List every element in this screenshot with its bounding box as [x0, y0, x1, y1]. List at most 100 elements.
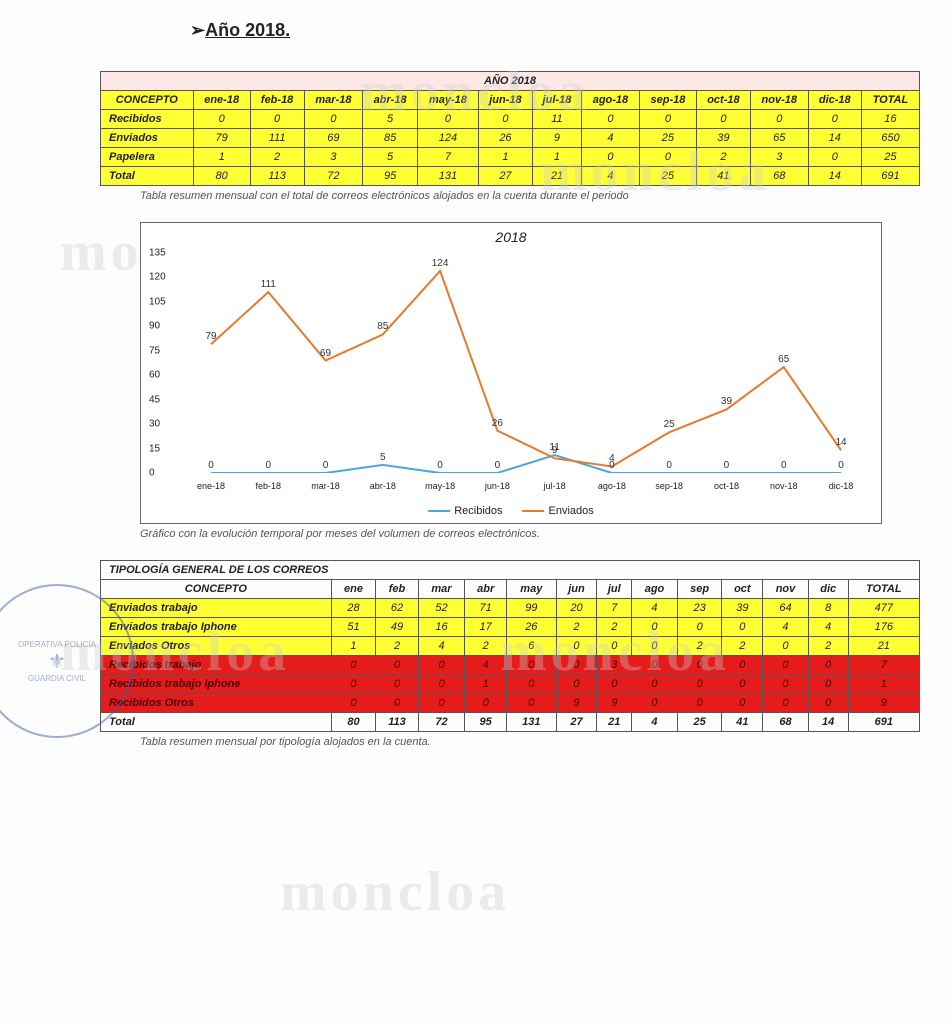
chart-point-label: 9: [552, 445, 558, 456]
table1-col: dic-18: [808, 91, 861, 110]
chart-point-label: 124: [432, 258, 449, 269]
table2-col: TOTAL: [848, 580, 919, 599]
table1-col: TOTAL: [861, 91, 919, 110]
chart-y-tick: 0: [149, 468, 155, 479]
table2-col: ene: [331, 580, 376, 599]
summary-table-2018: AÑO 2018 CONCEPTOene-18feb-18mar-18abr-1…: [100, 71, 920, 186]
stamp-line2: GUARDIA CIVIL: [0, 674, 132, 683]
table2-col: sep: [677, 580, 722, 599]
table1-col: ago-18: [582, 91, 640, 110]
chart-x-tick: may-18: [425, 481, 455, 491]
table2-col: jun: [556, 580, 597, 599]
legend-enviados: Enviados: [523, 505, 594, 517]
chart-x-tick: nov-18: [770, 481, 798, 491]
table-row: Enviados Otros12426000220221: [101, 637, 920, 656]
chart-point-label: 111: [261, 279, 276, 290]
chart-x-tick: ago-18: [598, 481, 626, 491]
chart-x-tick: oct-18: [714, 481, 739, 491]
table1-col: may-18: [417, 91, 478, 110]
stamp-line1: OPERATIVA POLICÍA: [0, 640, 132, 649]
legend-recibidos: Recibidos: [428, 505, 502, 517]
chart-x-tick: sep-18: [655, 481, 683, 491]
chart-point-label: 0: [838, 460, 844, 471]
table1-caption: Tabla resumen mensual con el total de co…: [140, 190, 932, 202]
chart-y-tick: 15: [149, 443, 160, 454]
table-row: Total8011372951312721425416814691: [101, 167, 920, 186]
table1-col: jun-18: [479, 91, 533, 110]
table-row: Recibidos000500110000016: [101, 110, 920, 129]
table-row: Recibidos Otros0000099000009: [101, 694, 920, 713]
chart-x-tick: dic-18: [829, 481, 854, 491]
chart-point-label: 0: [495, 460, 501, 471]
chart-y-tick: 90: [149, 321, 160, 332]
table-row: Enviados trabajo286252719920742339648477: [101, 599, 920, 618]
chart-caption: Gráfico con la evolución temporal por me…: [140, 528, 932, 540]
table-row: Enviados trabajo Iphone51491617262200044…: [101, 618, 920, 637]
table1-col: jul-18: [532, 91, 581, 110]
chart-x-tick: abr-18: [370, 481, 396, 491]
chart-y-tick: 30: [149, 419, 160, 430]
table2-col: dic: [808, 580, 848, 599]
chart-point-label: 26: [492, 417, 503, 428]
chart-point-label: 4: [609, 453, 615, 464]
chart-y-tick: 75: [149, 345, 160, 356]
chart-point-label: 0: [323, 460, 329, 471]
table1-col: mar-18: [304, 91, 363, 110]
table2-col: abr: [465, 580, 507, 599]
chart-y-tick: 120: [149, 272, 166, 283]
chart-point-label: 5: [380, 452, 386, 463]
chart-y-tick: 60: [149, 370, 160, 381]
table-row: Enviados791116985124269425396514650: [101, 129, 920, 148]
table1-col: feb-18: [250, 91, 304, 110]
chart-point-label: 25: [664, 419, 675, 430]
line-chart-2018: 2018 0153045607590105120135 ene-18feb-18…: [140, 222, 882, 524]
table1-col: sep-18: [639, 91, 696, 110]
typology-table: TIPOLOGÍA GENERAL DE LOS CORREOS CONCEPT…: [100, 560, 920, 732]
chart-point-label: 0: [724, 460, 730, 471]
chart-point-label: 0: [208, 460, 214, 471]
chart-legend: Recibidos Enviados: [428, 505, 594, 517]
chart-x-tick: mar-18: [311, 481, 340, 491]
table2-col: nov: [763, 580, 809, 599]
table1-col: ene-18: [193, 91, 250, 110]
chart-svg: [191, 253, 861, 473]
table-total-row: Total8011372951312721425416814691: [101, 713, 920, 732]
table-row: Recibidos trabajo Iphone0001000000001: [101, 675, 920, 694]
watermark: moncloa: [280, 860, 510, 924]
chart-y-tick: 135: [149, 248, 166, 259]
chart-point-label: 14: [835, 437, 846, 448]
table1-col: CONCEPTO: [101, 91, 194, 110]
table2-col: feb: [376, 580, 418, 599]
table-row: Recibidos trabajo0004003000007: [101, 656, 920, 675]
page-title: Año 2018.: [190, 20, 932, 41]
chart-point-label: 79: [205, 331, 216, 342]
chart-x-tick: jun-18: [485, 481, 510, 491]
table2-super-title: TIPOLOGÍA GENERAL DE LOS CORREOS: [101, 561, 920, 580]
table2-col: jul: [597, 580, 632, 599]
table2-col: oct: [722, 580, 763, 599]
chart-point-label: 39: [721, 396, 732, 407]
chart-y-tick: 45: [149, 394, 160, 405]
table1-col: abr-18: [363, 91, 418, 110]
chart-title: 2018: [495, 229, 526, 245]
table-row: Papelera12357110023025: [101, 148, 920, 167]
chart-point-label: 0: [666, 460, 672, 471]
chart-point-label: 0: [265, 460, 271, 471]
chart-point-label: 69: [320, 347, 331, 358]
table2-col: ago: [632, 580, 678, 599]
chart-point-label: 65: [778, 354, 789, 365]
table2-caption: Tabla resumen mensual por tipología aloj…: [140, 736, 932, 748]
chart-point-label: 0: [437, 460, 443, 471]
table1-col: oct-18: [696, 91, 750, 110]
chart-x-tick: ene-18: [197, 481, 225, 491]
chart-point-label: 0: [781, 460, 787, 471]
chart-x-tick: feb-18: [256, 481, 282, 491]
table1-super-title: AÑO 2018: [101, 72, 920, 91]
chart-y-tick: 105: [149, 296, 166, 307]
table1-col: nov-18: [750, 91, 808, 110]
table2-col: mar: [418, 580, 465, 599]
table2-col: CONCEPTO: [101, 580, 332, 599]
table2-col: may: [507, 580, 557, 599]
chart-x-tick: jul-18: [544, 481, 566, 491]
chart-point-label: 85: [377, 321, 388, 332]
